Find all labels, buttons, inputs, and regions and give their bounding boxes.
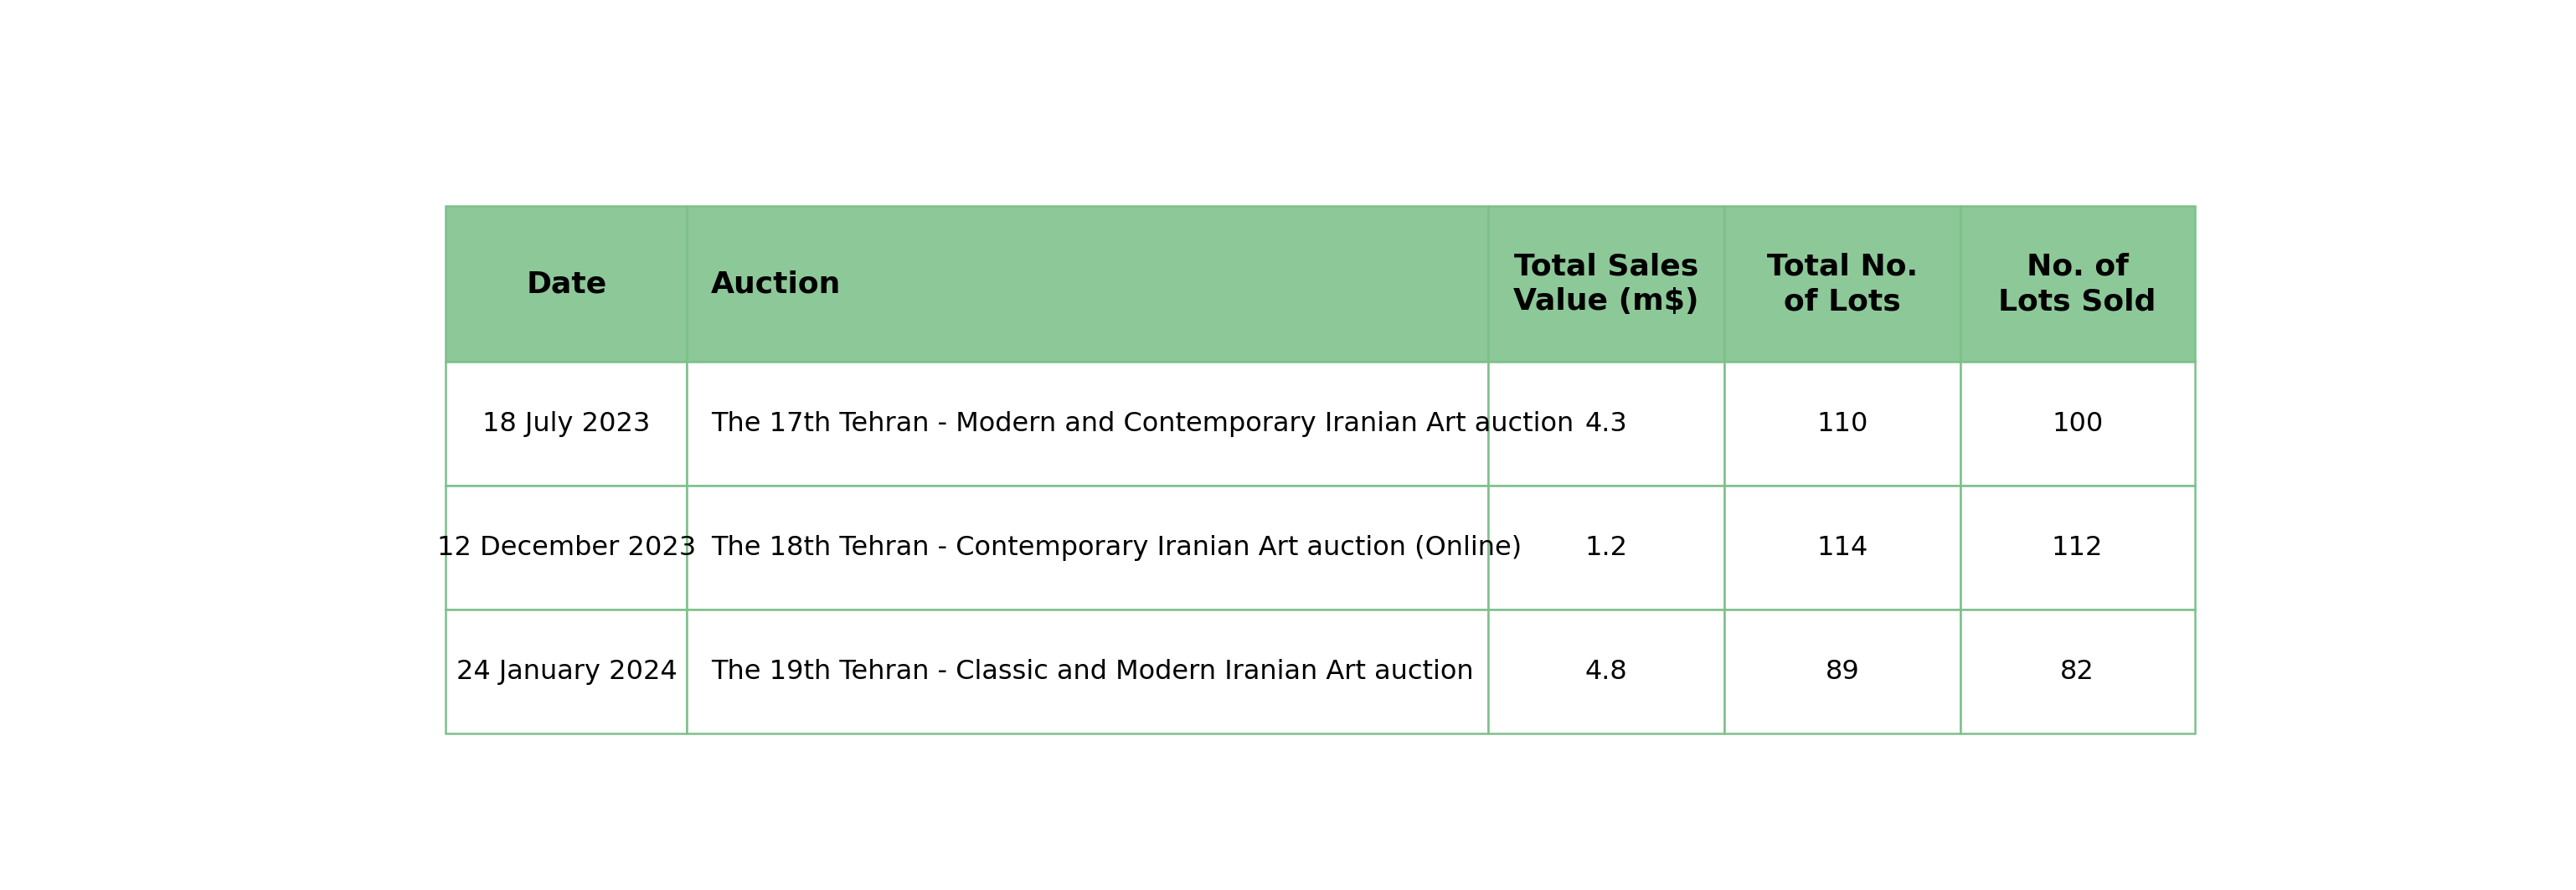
- Bar: [1489, 362, 1723, 486]
- Text: 89: 89: [1826, 659, 1860, 684]
- Text: 110: 110: [1816, 411, 1868, 437]
- Text: 4.3: 4.3: [1584, 411, 1628, 437]
- Bar: [1723, 362, 1960, 486]
- Text: Total No.
of Lots: Total No. of Lots: [1767, 252, 1917, 316]
- Bar: [688, 362, 1489, 486]
- Text: No. of
Lots Sold: No. of Lots Sold: [1999, 252, 2156, 316]
- Bar: [446, 362, 688, 486]
- Text: Total Sales
Value (m$): Total Sales Value (m$): [1512, 252, 1700, 316]
- Text: Date: Date: [526, 270, 608, 298]
- Text: 112: 112: [2050, 535, 2102, 561]
- Bar: [1723, 486, 1960, 610]
- Bar: [1960, 362, 2195, 486]
- Text: 82: 82: [2061, 659, 2094, 684]
- Bar: [446, 486, 688, 610]
- Bar: [1489, 610, 1723, 734]
- Bar: [688, 486, 1489, 610]
- Text: Auction: Auction: [711, 270, 842, 298]
- Text: The 17th Tehran - Modern and Contemporary Iranian Art auction: The 17th Tehran - Modern and Contemporar…: [711, 411, 1574, 437]
- Bar: [1723, 610, 1960, 734]
- Text: 12 December 2023: 12 December 2023: [438, 535, 696, 561]
- Bar: [1960, 486, 2195, 610]
- Text: 1.2: 1.2: [1584, 535, 1628, 561]
- Bar: [1723, 206, 1960, 362]
- Text: The 19th Tehran - Classic and Modern Iranian Art auction: The 19th Tehran - Classic and Modern Ira…: [711, 659, 1473, 684]
- Bar: [1960, 206, 2195, 362]
- Bar: [446, 206, 688, 362]
- Text: The 18th Tehran - Contemporary Iranian Art auction (Online): The 18th Tehran - Contemporary Iranian A…: [711, 535, 1522, 561]
- Text: 100: 100: [2053, 411, 2102, 437]
- Bar: [446, 610, 688, 734]
- Bar: [1960, 610, 2195, 734]
- Text: 24 January 2024: 24 January 2024: [456, 659, 677, 684]
- Bar: [688, 610, 1489, 734]
- Bar: [1489, 486, 1723, 610]
- Bar: [688, 206, 1489, 362]
- Bar: [1489, 206, 1723, 362]
- Text: 18 July 2023: 18 July 2023: [482, 411, 649, 437]
- Text: 4.8: 4.8: [1584, 659, 1628, 684]
- Text: 114: 114: [1816, 535, 1868, 561]
